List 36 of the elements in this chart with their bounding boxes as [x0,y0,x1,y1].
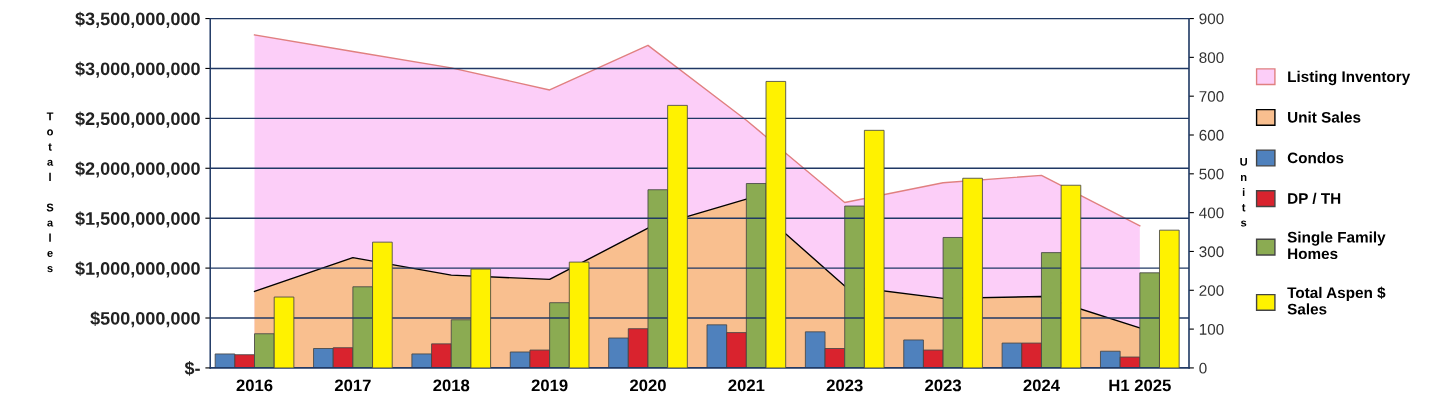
legend-label: DP / TH [1288,192,1341,205]
legend-label: Single Family Homes [1287,231,1386,260]
y-tick-label: $- [184,361,200,376]
x-tick-label: 2024 [1023,379,1060,392]
legend-label: Unit Sales [1288,111,1361,123]
x-tick-label: 2017 [334,379,371,392]
legend-label: Total Aspen $ Sales [1287,286,1386,315]
y2-tick-label: 800 [1199,52,1224,64]
legend-label: Condos [1287,152,1344,164]
x-tick-label: 2021 [728,379,765,392]
y2-tick-label: 0 [1199,362,1207,374]
y-tick-label: $2,000,000,000 [75,161,200,178]
x-tick-label: 2016 [236,379,273,392]
y2-axis-title: Units [1240,158,1247,227]
x-tick-label: 2018 [433,379,470,392]
y-tick-label: $1,000,000,000 [75,261,200,278]
x-tick-label: 2019 [531,379,568,392]
y2-tick-label: 300 [1199,246,1224,258]
y2-tick-label: 500 [1199,168,1224,180]
legend-label: Listing Inventory [1288,70,1411,86]
x-tick-label: 2023 [925,379,962,392]
y2-tick-label: 400 [1199,207,1224,219]
y-tick-label: $3,000,000,000 [75,61,200,78]
y2-tick-label: 900 [1199,13,1224,25]
y2-tick-label: 200 [1199,285,1224,296]
y-tick-label: $3,500,000,000 [75,11,200,28]
y2-tick-label: 600 [1199,129,1224,141]
y2-tick-label: 700 [1199,91,1224,102]
y-tick-label: $1,500,000,000 [75,211,200,228]
text: Total Sales [46,112,54,273]
y-tick-label: $500,000,000 [90,311,200,328]
x-tick-label: 2023 [826,379,863,392]
y2-tick-label: 100 [1199,323,1224,335]
x-tick-label: 2020 [630,379,666,392]
x-tick-label: H1 2025 [1109,379,1171,392]
y-tick-label: $2,500,000,000 [75,111,200,128]
